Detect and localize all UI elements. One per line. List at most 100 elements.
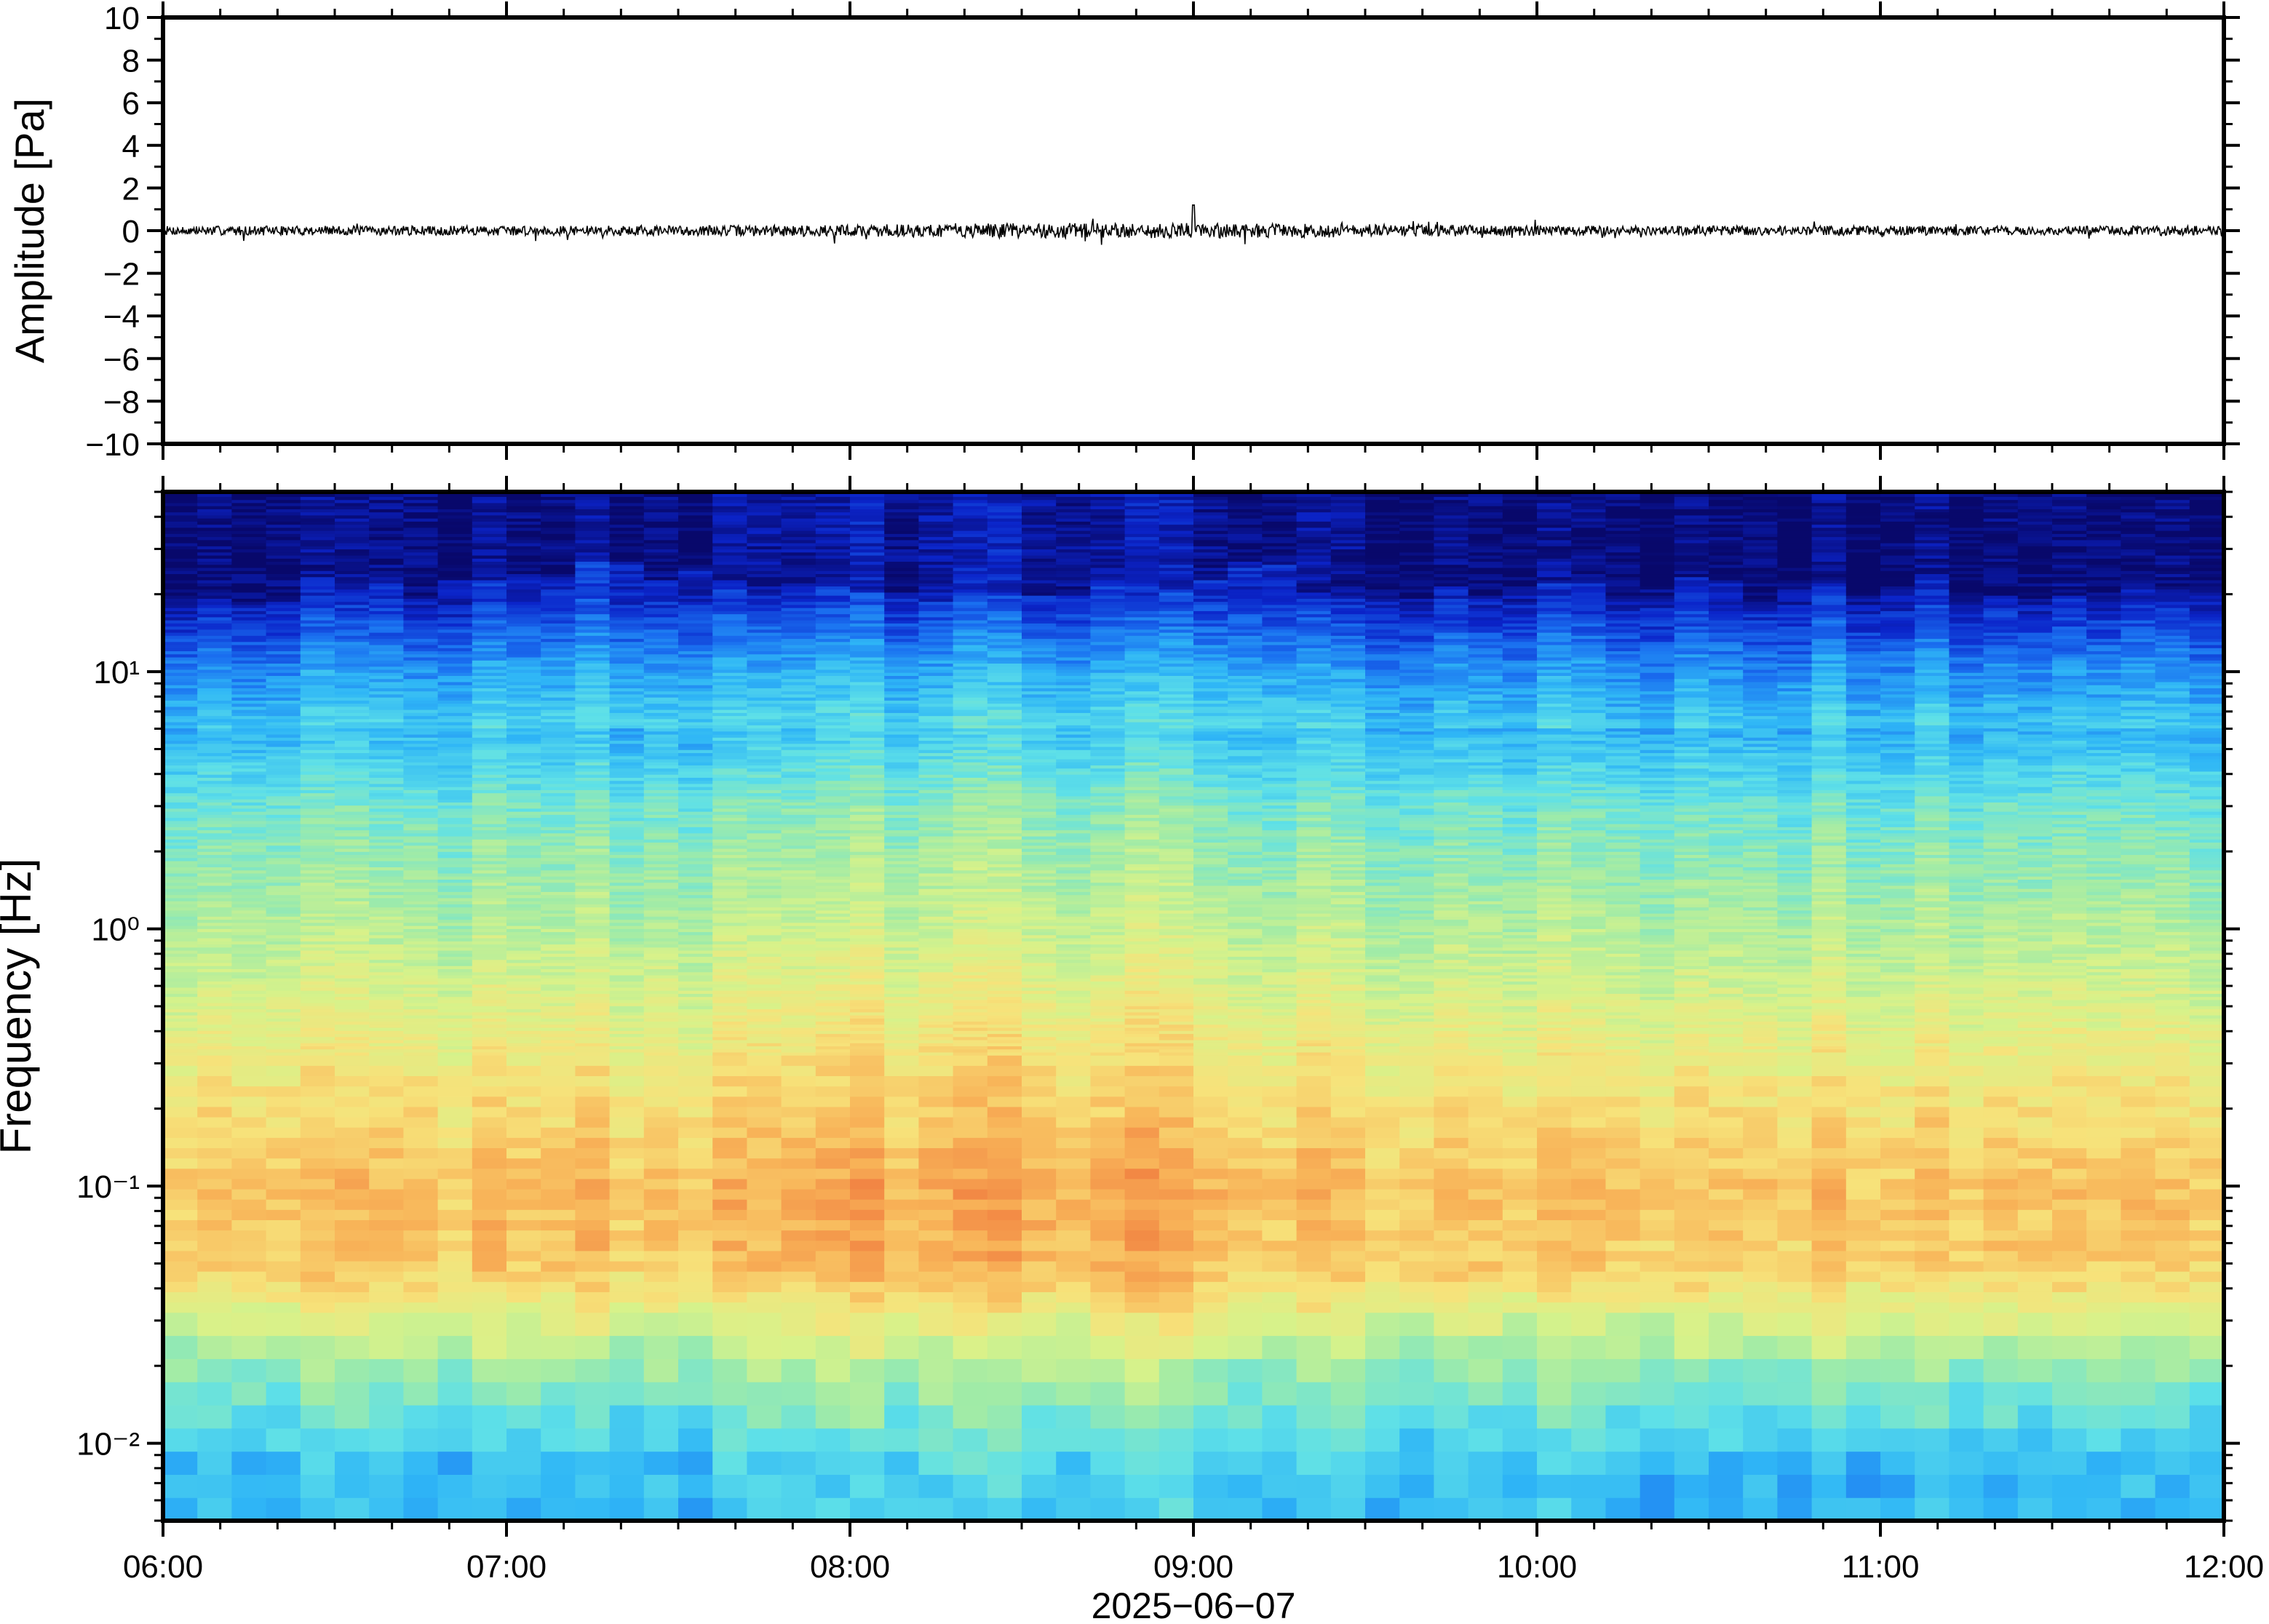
spectrogram-cell	[678, 536, 713, 541]
spectrogram-cell	[472, 564, 507, 568]
spectrogram-cell	[747, 845, 782, 849]
spectrogram-cell	[506, 656, 541, 661]
spectrogram-cell	[643, 1051, 679, 1056]
spectrogram-cell	[918, 1335, 954, 1359]
spectrogram-cell	[850, 700, 885, 704]
spectrogram-cell	[163, 567, 198, 571]
spectrogram-cell	[678, 839, 713, 843]
spectrogram-cell	[506, 1030, 541, 1035]
spectrogram-cell	[609, 762, 645, 766]
spectrogram-cell	[369, 506, 404, 509]
spectrogram-cell	[403, 1030, 439, 1035]
spectrogram-cell	[918, 1219, 954, 1231]
spectrogram-cell	[643, 944, 679, 948]
spectrogram-cell	[403, 839, 439, 843]
spectrogram-cell	[815, 1018, 851, 1022]
spectrogram-cell	[609, 1021, 645, 1025]
spectrogram-cell	[541, 709, 576, 713]
spectrogram-cell	[678, 524, 713, 528]
spectrogram-cell	[678, 1036, 713, 1040]
spectrogram-cell	[163, 857, 198, 861]
spectrogram-cell	[335, 999, 370, 1003]
spectrogram-cell	[197, 901, 232, 904]
spectrogram-cell	[506, 1011, 541, 1016]
spectrogram-cell	[506, 697, 541, 701]
spectrogram-cell	[712, 897, 747, 901]
spectrogram-cell	[575, 579, 611, 584]
spectrogram-cell	[850, 990, 885, 994]
spectrogram-cell	[541, 653, 576, 658]
spectrogram-cell	[575, 672, 611, 676]
spectrogram-cell	[472, 966, 507, 969]
spectrogram-cell	[472, 663, 507, 667]
spectrogram-cell	[884, 885, 919, 889]
spectrogram-cell	[197, 971, 232, 976]
spectrogram-cell	[197, 928, 232, 933]
spectrogram-cell	[712, 506, 747, 509]
spectrogram-cell	[403, 857, 439, 861]
spectrogram-cell	[335, 697, 370, 701]
spectrogram-cell	[541, 971, 576, 976]
spectrogram-cell	[541, 731, 576, 735]
spectrogram-cell	[335, 641, 370, 645]
spectrogram-cell	[506, 799, 541, 803]
spectrogram-cell	[747, 749, 782, 754]
spectrogram-cell	[266, 616, 301, 621]
spectrogram-cell	[884, 672, 919, 676]
spectrogram-cell	[918, 1015, 954, 1019]
spectrogram-cell	[472, 583, 507, 586]
spectrogram-cell	[437, 688, 473, 692]
spectrogram-cell	[197, 506, 232, 509]
spectrogram-cell	[643, 993, 679, 998]
spectrogram-cell	[231, 623, 267, 627]
spectrogram-cell	[712, 1039, 747, 1043]
spectrogram-cell	[231, 546, 267, 550]
spectrogram-cell	[335, 592, 370, 596]
spectrogram-cell	[506, 1075, 541, 1087]
spectrogram-cell	[678, 604, 713, 608]
spectrogram-cell	[266, 493, 301, 497]
spectrogram-cell	[884, 984, 919, 988]
spectrogram-cell	[300, 777, 335, 781]
spectrogram-cell	[472, 1036, 507, 1040]
spectrogram-cell	[678, 1382, 713, 1406]
spectrogram-cell	[850, 530, 885, 534]
spectrogram-cell	[541, 835, 576, 840]
spectrogram-cell	[369, 854, 404, 859]
spectrogram-cell	[678, 1018, 713, 1022]
spectrogram-cell	[678, 626, 713, 630]
spectrogram-cell	[506, 1043, 541, 1047]
spectrogram-cell	[335, 542, 370, 546]
spectrogram-cell	[747, 1281, 782, 1292]
spectrogram-cell	[163, 1497, 198, 1521]
spectrogram-cell	[266, 891, 301, 896]
spectrogram-cell	[300, 672, 335, 676]
spectrogram-cell	[403, 941, 439, 945]
spectrogram-cell	[266, 567, 301, 571]
spectrogram-cell	[266, 1003, 301, 1006]
spectrogram-cell	[712, 1497, 747, 1521]
spectrogram-cell	[850, 1048, 885, 1053]
spectrogram-cell	[403, 1075, 439, 1087]
spectrogram-cell	[266, 926, 301, 929]
spectrogram-cell	[437, 974, 473, 979]
spectrogram-cell	[747, 959, 782, 963]
spectrogram-cell	[437, 971, 473, 976]
spectrogram-cell	[884, 1021, 919, 1025]
spectrogram-cell	[918, 1199, 954, 1210]
spectrogram-cell	[197, 595, 232, 599]
spectrogram-cell	[712, 592, 747, 596]
spectrogram-cell	[781, 916, 816, 920]
spectrogram-cell	[884, 1027, 919, 1031]
spectrogram-cell	[300, 666, 335, 670]
spectrogram-cell	[575, 1027, 611, 1031]
spectrogram-cell	[781, 817, 816, 821]
spectrogram-cell	[541, 771, 576, 775]
spectrogram-cell	[918, 901, 954, 904]
spectrogram-cell	[197, 608, 232, 611]
spectrogram-cell	[575, 974, 611, 979]
spectrogram-cell	[815, 1358, 851, 1382]
spectrogram-cell	[609, 1271, 645, 1282]
spectrogram-cell	[643, 956, 679, 960]
spectrogram-cell	[575, 787, 611, 790]
